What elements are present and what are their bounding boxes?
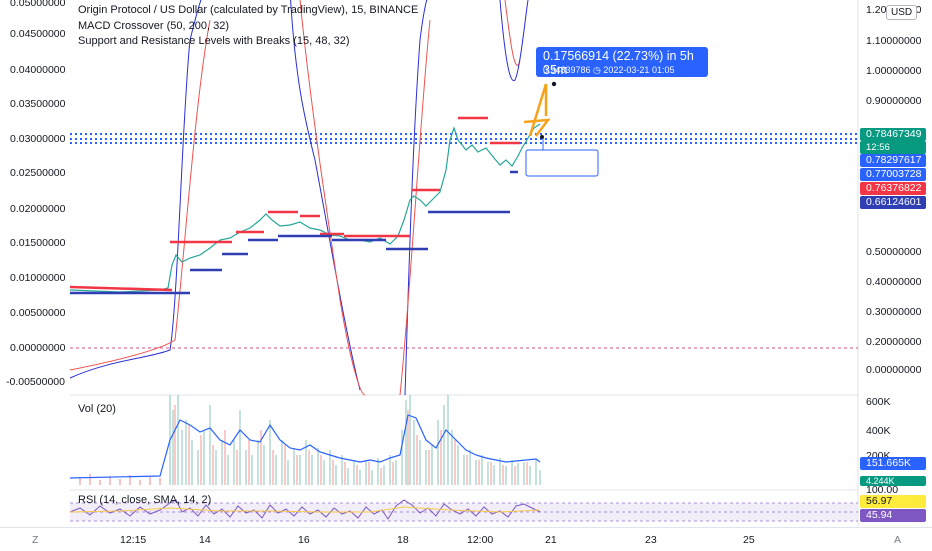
volume-axis-label: 600K	[866, 396, 891, 408]
left-price-axis[interactable]: 0.05000000 0.04500000 0.04000000 0.03500…	[0, 0, 70, 530]
auto-scale-a-icon[interactable]: A	[894, 534, 902, 546]
right-axis-label: 0.50000000	[866, 246, 922, 258]
volume-secondary-tag: 4.244K	[860, 476, 926, 486]
projection-point	[540, 135, 544, 139]
support-levels	[70, 170, 518, 295]
rsi-axis-label: 100.00	[866, 484, 899, 496]
rsi-sma-line	[69, 506, 541, 513]
macd-line	[69, 0, 435, 396]
tooltip-main-text: 0.17566914 (22.73%) in 5h 35m	[543, 49, 694, 77]
projection-tooltip: 0.17566914 (22.73%) in 5h 35m 0.94839786…	[536, 47, 708, 77]
resistance-levels	[69, 116, 520, 292]
left-axis-label: 0.01000000	[10, 272, 66, 284]
volume-bars	[79, 395, 541, 485]
last-price-tag: 0.78467349	[860, 128, 926, 141]
countdown-tag: 12:56	[860, 141, 926, 154]
forecast-box	[525, 149, 599, 177]
right-price-axis[interactable]: 1.20000000 1.10000000 1.00000000 0.90000…	[858, 0, 932, 530]
time-axis-label: 25	[743, 534, 755, 546]
volume-pane-label[interactable]: Vol (20)	[78, 403, 116, 415]
volume-axis-label: 400K	[866, 425, 891, 437]
left-axis-label: -0.00500000	[6, 376, 65, 388]
right-axis-label: 0.00000000	[866, 364, 922, 376]
volume-value-tag: 151.665K	[860, 457, 926, 470]
rsi-sma-tag: 45.94	[860, 509, 926, 522]
rsi-pane-label[interactable]: RSI (14, close, SMA, 14, 2)	[78, 494, 212, 506]
rsi-value-tag: 56.97	[860, 495, 926, 508]
legend-sr-indicator[interactable]: Support and Resistance Levels with Break…	[78, 35, 350, 47]
time-axis-label: 12:00	[467, 534, 494, 546]
timezone-z-icon[interactable]: Z	[32, 534, 39, 546]
time-axis-label: 18	[397, 534, 409, 546]
time-axis-label: 16	[298, 534, 310, 546]
time-axis-label: 23	[645, 534, 657, 546]
level-tag: 0.78297617	[860, 154, 926, 167]
left-axis-label: 0.00000000	[10, 342, 66, 354]
resistance-tag: 0.76376822	[860, 182, 926, 195]
left-axis-label: 0.05000000	[10, 0, 66, 9]
left-axis-label: 0.00500000	[10, 307, 66, 319]
tooltip-sub-text: 0.94839786 ◷ 2022-03-21 01:05	[543, 65, 675, 75]
right-axis-label: 1.10000000	[866, 35, 922, 47]
left-axis-label: 0.04500000	[10, 28, 66, 40]
right-axis-label: 0.40000000	[866, 276, 922, 288]
projection-drawing	[523, 83, 551, 137]
macd-line-2	[499, 0, 529, 82]
projection-point	[551, 81, 557, 87]
left-axis-label: 0.04000000	[10, 64, 66, 76]
right-axis-label: 0.20000000	[866, 336, 922, 348]
time-axis-label: 14	[199, 534, 211, 546]
left-axis-label: 0.03000000	[10, 133, 66, 145]
time-axis-label: 21	[545, 534, 557, 546]
signal-line	[69, 0, 521, 396]
level-tag: 0.77003728	[860, 168, 926, 181]
chart-legend[interactable]: Origin Protocol / US Dollar (calculated …	[78, 3, 418, 50]
legend-symbol-title[interactable]: Origin Protocol / US Dollar (calculated …	[78, 4, 419, 16]
volume-ma-line	[69, 414, 541, 479]
time-axis[interactable]: Z 12:15 14 16 18 12:00 21 23 25 A	[0, 527, 932, 551]
right-axis-label: 1.00000000	[866, 65, 922, 77]
legend-macd-indicator[interactable]: MACD Crossover (50, 200, 32)	[78, 19, 229, 32]
left-axis-label: 0.02000000	[10, 203, 66, 215]
left-axis-label: 0.02500000	[10, 167, 66, 179]
right-axis-label: 0.30000000	[866, 306, 922, 318]
price-line	[69, 123, 541, 293]
time-axis-label: 12:15	[120, 534, 147, 546]
currency-button[interactable]: USD	[886, 5, 918, 20]
support-tag: 0.66124601	[860, 196, 926, 209]
left-axis-label: 0.03500000	[10, 98, 66, 110]
right-axis-label: 0.90000000	[866, 95, 922, 107]
left-axis-label: 0.01500000	[10, 237, 66, 249]
